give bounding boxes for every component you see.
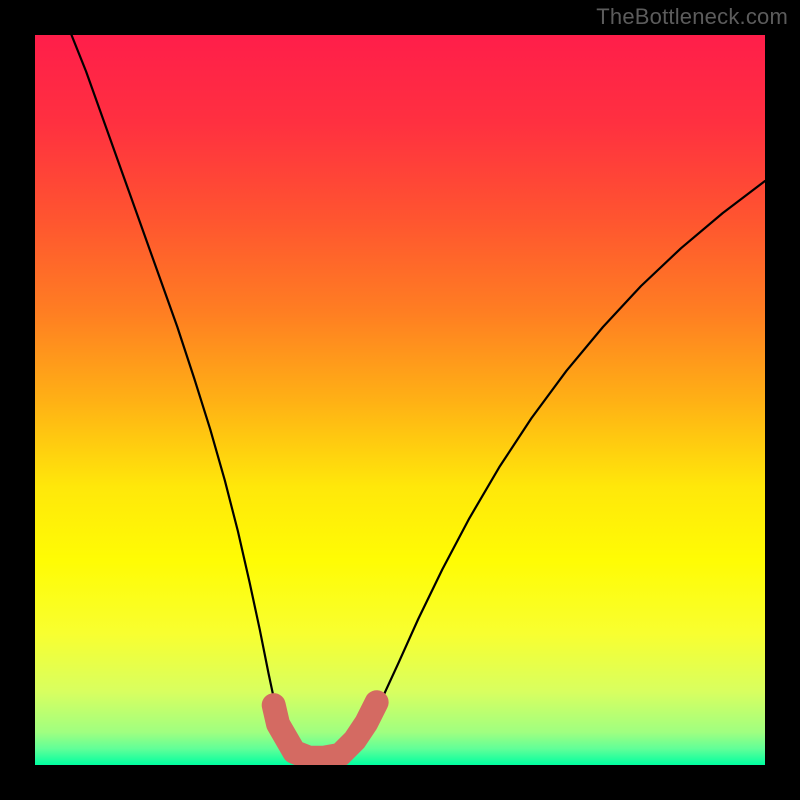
watermark-label: TheBottleneck.com — [596, 4, 788, 30]
gradient-background — [35, 35, 765, 765]
plot-svg — [35, 35, 765, 765]
chart-frame: TheBottleneck.com — [0, 0, 800, 800]
plot-area — [35, 35, 765, 765]
